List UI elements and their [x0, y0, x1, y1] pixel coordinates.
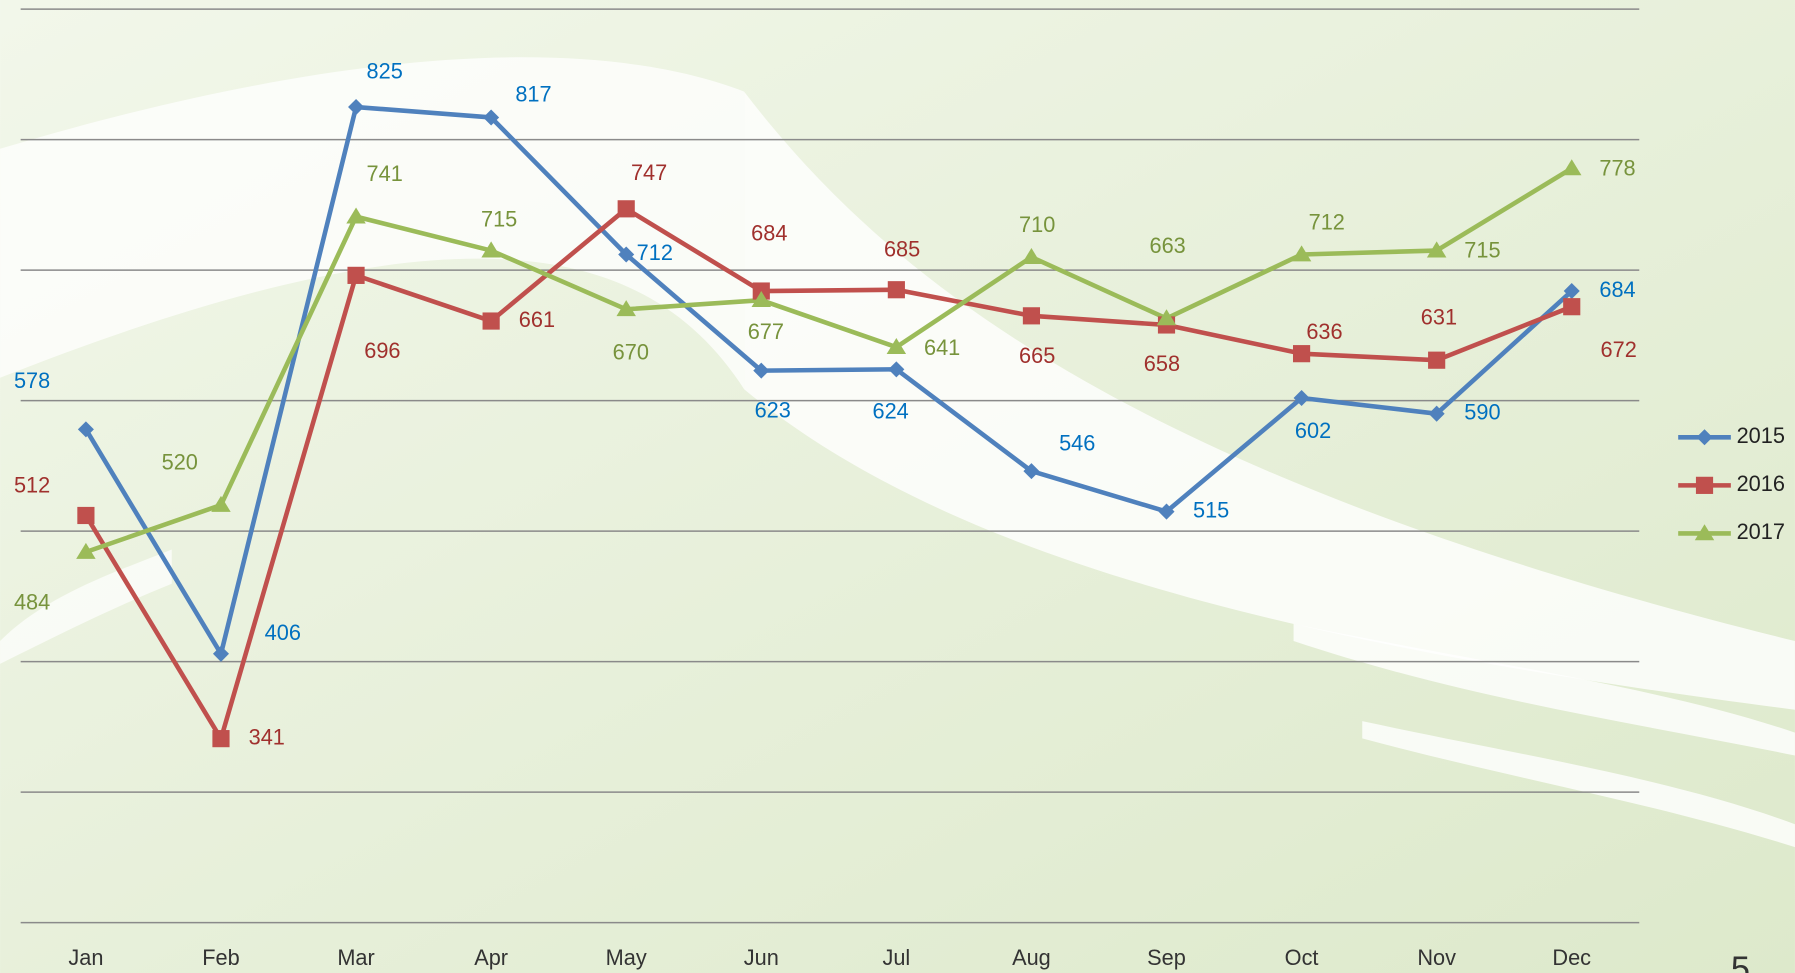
- data-label: 641: [924, 335, 960, 360]
- x-tick-label: Aug: [1012, 945, 1051, 970]
- data-label: 677: [748, 319, 784, 344]
- data-label: 712: [1309, 209, 1345, 234]
- data-label: 747: [631, 160, 667, 185]
- data-label: 778: [1599, 155, 1635, 180]
- x-tick-label: May: [606, 945, 647, 970]
- data-label: 712: [637, 240, 673, 265]
- data-label: 624: [872, 399, 908, 424]
- data-label: 696: [364, 338, 400, 363]
- data-point: [1293, 345, 1310, 362]
- data-point: [347, 267, 364, 284]
- data-point: [1428, 352, 1445, 369]
- data-label: 578: [14, 368, 50, 393]
- page-number: 5: [1731, 950, 1750, 973]
- data-label: 590: [1464, 399, 1500, 424]
- data-point: [1563, 298, 1580, 315]
- x-tick-label: Mar: [337, 945, 374, 970]
- data-label: 825: [367, 58, 403, 83]
- data-label: 672: [1601, 337, 1637, 362]
- data-point: [618, 200, 635, 217]
- x-tick-label: Nov: [1417, 945, 1456, 970]
- chart: 5 Jan Feb Mar Apr May Jun Jul Aug Sep Oct Nov Dec 57…: [0, 0, 1795, 973]
- data-label: 512: [14, 473, 50, 498]
- data-point: [1023, 307, 1040, 324]
- x-tick-label: Sep: [1147, 945, 1186, 970]
- data-label: 631: [1421, 305, 1457, 330]
- data-label: 715: [1464, 237, 1500, 262]
- data-label: 684: [1599, 277, 1635, 302]
- data-label: 515: [1193, 497, 1229, 522]
- data-label: 636: [1306, 319, 1342, 344]
- data-point: [212, 730, 229, 747]
- data-point: [483, 312, 500, 329]
- legend-label: 2016: [1737, 471, 1785, 496]
- x-tick-label: Jul: [882, 945, 910, 970]
- data-label: 665: [1019, 343, 1055, 368]
- data-label: 741: [367, 161, 403, 186]
- data-label: 684: [751, 221, 787, 246]
- data-label: 658: [1144, 351, 1180, 376]
- x-tick-label: Feb: [202, 945, 239, 970]
- data-label: 670: [613, 340, 649, 365]
- data-label: 341: [249, 724, 285, 749]
- data-label: 715: [481, 207, 517, 232]
- data-label: 484: [14, 589, 50, 614]
- x-tick-label: Jun: [744, 945, 779, 970]
- legend-label: 2017: [1737, 519, 1785, 544]
- legend-marker: [1696, 477, 1713, 494]
- data-point: [888, 281, 905, 298]
- x-tick-label: Oct: [1285, 945, 1319, 970]
- data-label: 520: [162, 450, 198, 475]
- data-point: [77, 507, 94, 524]
- page: 5 Jan Feb Mar Apr May Jun Jul Aug Sep Oct Nov Dec 57…: [0, 0, 1795, 973]
- data-label: 685: [884, 237, 920, 262]
- data-label: 623: [755, 398, 791, 423]
- data-label: 710: [1019, 212, 1055, 237]
- legend-label: 2015: [1737, 423, 1785, 448]
- data-label: 817: [515, 81, 551, 106]
- data-label: 602: [1295, 418, 1331, 443]
- x-tick-label: Apr: [474, 945, 508, 970]
- data-label: 406: [265, 620, 301, 645]
- data-label: 663: [1150, 233, 1186, 258]
- data-label: 546: [1059, 431, 1095, 456]
- x-tick-label: Dec: [1552, 945, 1591, 970]
- data-label: 661: [519, 307, 555, 332]
- x-tick-label: Jan: [68, 945, 103, 970]
